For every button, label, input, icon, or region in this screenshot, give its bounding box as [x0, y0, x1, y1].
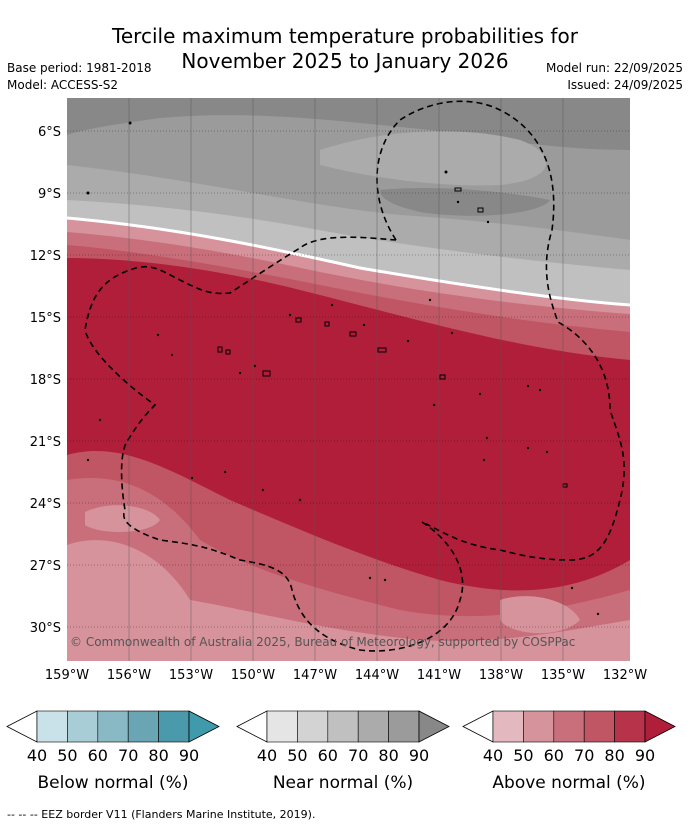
colorbar-tick: 40: [257, 746, 277, 765]
lon-axis: 159°W 156°W 153°W 150°W 147°W 144°W 141°…: [45, 668, 647, 683]
meridians: [128, 98, 564, 661]
above-patch-2: [500, 596, 580, 634]
colorbar-label: Near normal (%): [273, 773, 413, 793]
colorbar-segment: [357, 710, 389, 743]
colorbar-segment: [97, 710, 129, 743]
near-normal-patch-2: [380, 188, 550, 216]
model-name: Model: ACCESS-S2: [7, 78, 119, 92]
colorbar-tick: 90: [179, 746, 199, 765]
colorbar-label: Below normal (%): [38, 773, 189, 793]
base-period: Base period: 1981-2018: [7, 61, 152, 75]
lat-label: 6°S: [38, 125, 61, 140]
lat-label: 15°S: [30, 311, 61, 326]
colorbar-segment: [36, 710, 68, 743]
model-run: Model run: 22/09/2025: [545, 61, 683, 75]
lon-label: 141°W: [417, 668, 461, 683]
lat-label: 21°S: [30, 435, 61, 450]
colorbar-tick: 80: [148, 746, 168, 765]
lon-label: 153°W: [169, 668, 213, 683]
lat-label: 9°S: [38, 187, 61, 202]
colorbar-tick: 80: [378, 746, 398, 765]
title-line-1: Tercile maximum temperature probabilitie…: [112, 24, 578, 48]
issued-date: Issued: 24/09/2025: [567, 78, 683, 92]
colorbar-2: 40 50 60 70 80 90 Near normal (%): [236, 710, 450, 793]
colorbar-segment: [67, 710, 99, 743]
colorbar-segment: [614, 710, 646, 743]
colorbar-segment: [583, 710, 615, 743]
colorbar-tick: 70: [348, 746, 368, 765]
colorbar-3: 40 50 60 70 80 90 Above normal (%): [462, 710, 676, 793]
colorbar-low-extend: [6, 710, 38, 743]
colorbar-high-extend: [644, 710, 676, 743]
colorbar-label: Above normal (%): [492, 773, 645, 793]
colorbar-tick: 60: [88, 746, 108, 765]
colorbar-high-extend: [188, 710, 220, 743]
colorbar-tick: 60: [544, 746, 564, 765]
colorbar-tick: 70: [574, 746, 594, 765]
transition-line: [67, 216, 630, 307]
lon-label: 156°W: [107, 668, 151, 683]
lon-label: 144°W: [355, 668, 399, 683]
colorbar-segment: [553, 710, 585, 743]
colorbar-tick: 70: [118, 746, 138, 765]
lat-label: 12°S: [30, 249, 61, 264]
colorbar-high-extend: [418, 710, 450, 743]
meta-right: Model run: 22/09/2025 Issued: 24/09/2025: [546, 60, 683, 94]
above-band-50: [67, 540, 630, 661]
colorbar-segment: [297, 710, 329, 743]
lat-axis: 6°S 9°S 12°S 15°S 18°S 21°S 24°S 27°S 30…: [30, 125, 61, 636]
lon-label: 159°W: [45, 668, 89, 683]
colorbar-tick: 40: [483, 746, 503, 765]
meta-left: Base period: 1981-2018 Model: ACCESS-S2: [7, 60, 152, 94]
colorbar-segment: [127, 710, 159, 743]
colorbar-segment: [523, 710, 555, 743]
lon-label: 132°W: [603, 668, 647, 683]
colorbar-low-extend: [462, 710, 494, 743]
colorbar-segment: [266, 710, 298, 743]
colorbar-segment: [388, 710, 420, 743]
colorbar-segment: [158, 710, 190, 743]
lat-label: 30°S: [30, 621, 61, 636]
lon-label: 150°W: [231, 668, 275, 683]
colorbars: 40 50 60 70 80 90 Below normal (%) 40 50 60 70 80 90…: [6, 710, 676, 793]
islands-dots: [86, 121, 600, 616]
colorbar-tick: 50: [287, 746, 307, 765]
colorbar-segment: [492, 710, 524, 743]
colorbar-tick: 60: [318, 746, 338, 765]
lat-label: 27°S: [30, 559, 61, 574]
eez-footer-note: -- -- -- EEZ border V11 (Flanders Marine…: [7, 808, 316, 821]
map-title: Tercile maximum temperature probabilitie…: [0, 24, 690, 74]
colorbar-segment: [327, 710, 359, 743]
copyright-text: © Commonwealth of Australia 2025, Bureau…: [70, 635, 575, 649]
colorbar-tick: 40: [27, 746, 47, 765]
colorbar-tick: 50: [57, 746, 77, 765]
colorbar-tick: 90: [409, 746, 429, 765]
title-line-2: November 2025 to January 2026: [181, 49, 509, 73]
lat-label: 18°S: [30, 373, 61, 388]
eez-borders: [84, 100, 625, 652]
colorbar-tick: 50: [513, 746, 533, 765]
colorbar-low-extend: [236, 710, 268, 743]
lon-label: 135°W: [541, 668, 585, 683]
map-fill: [67, 98, 630, 661]
lon-label: 147°W: [293, 668, 337, 683]
colorbar-tick: 80: [604, 746, 624, 765]
lon-label: 138°W: [479, 668, 523, 683]
colorbar-tick: 90: [635, 746, 655, 765]
above-patch-1: [85, 505, 160, 532]
gridlines: [67, 130, 630, 628]
colorbar-1: 40 50 60 70 80 90 Below normal (%): [6, 710, 220, 793]
lat-label: 24°S: [30, 497, 61, 512]
